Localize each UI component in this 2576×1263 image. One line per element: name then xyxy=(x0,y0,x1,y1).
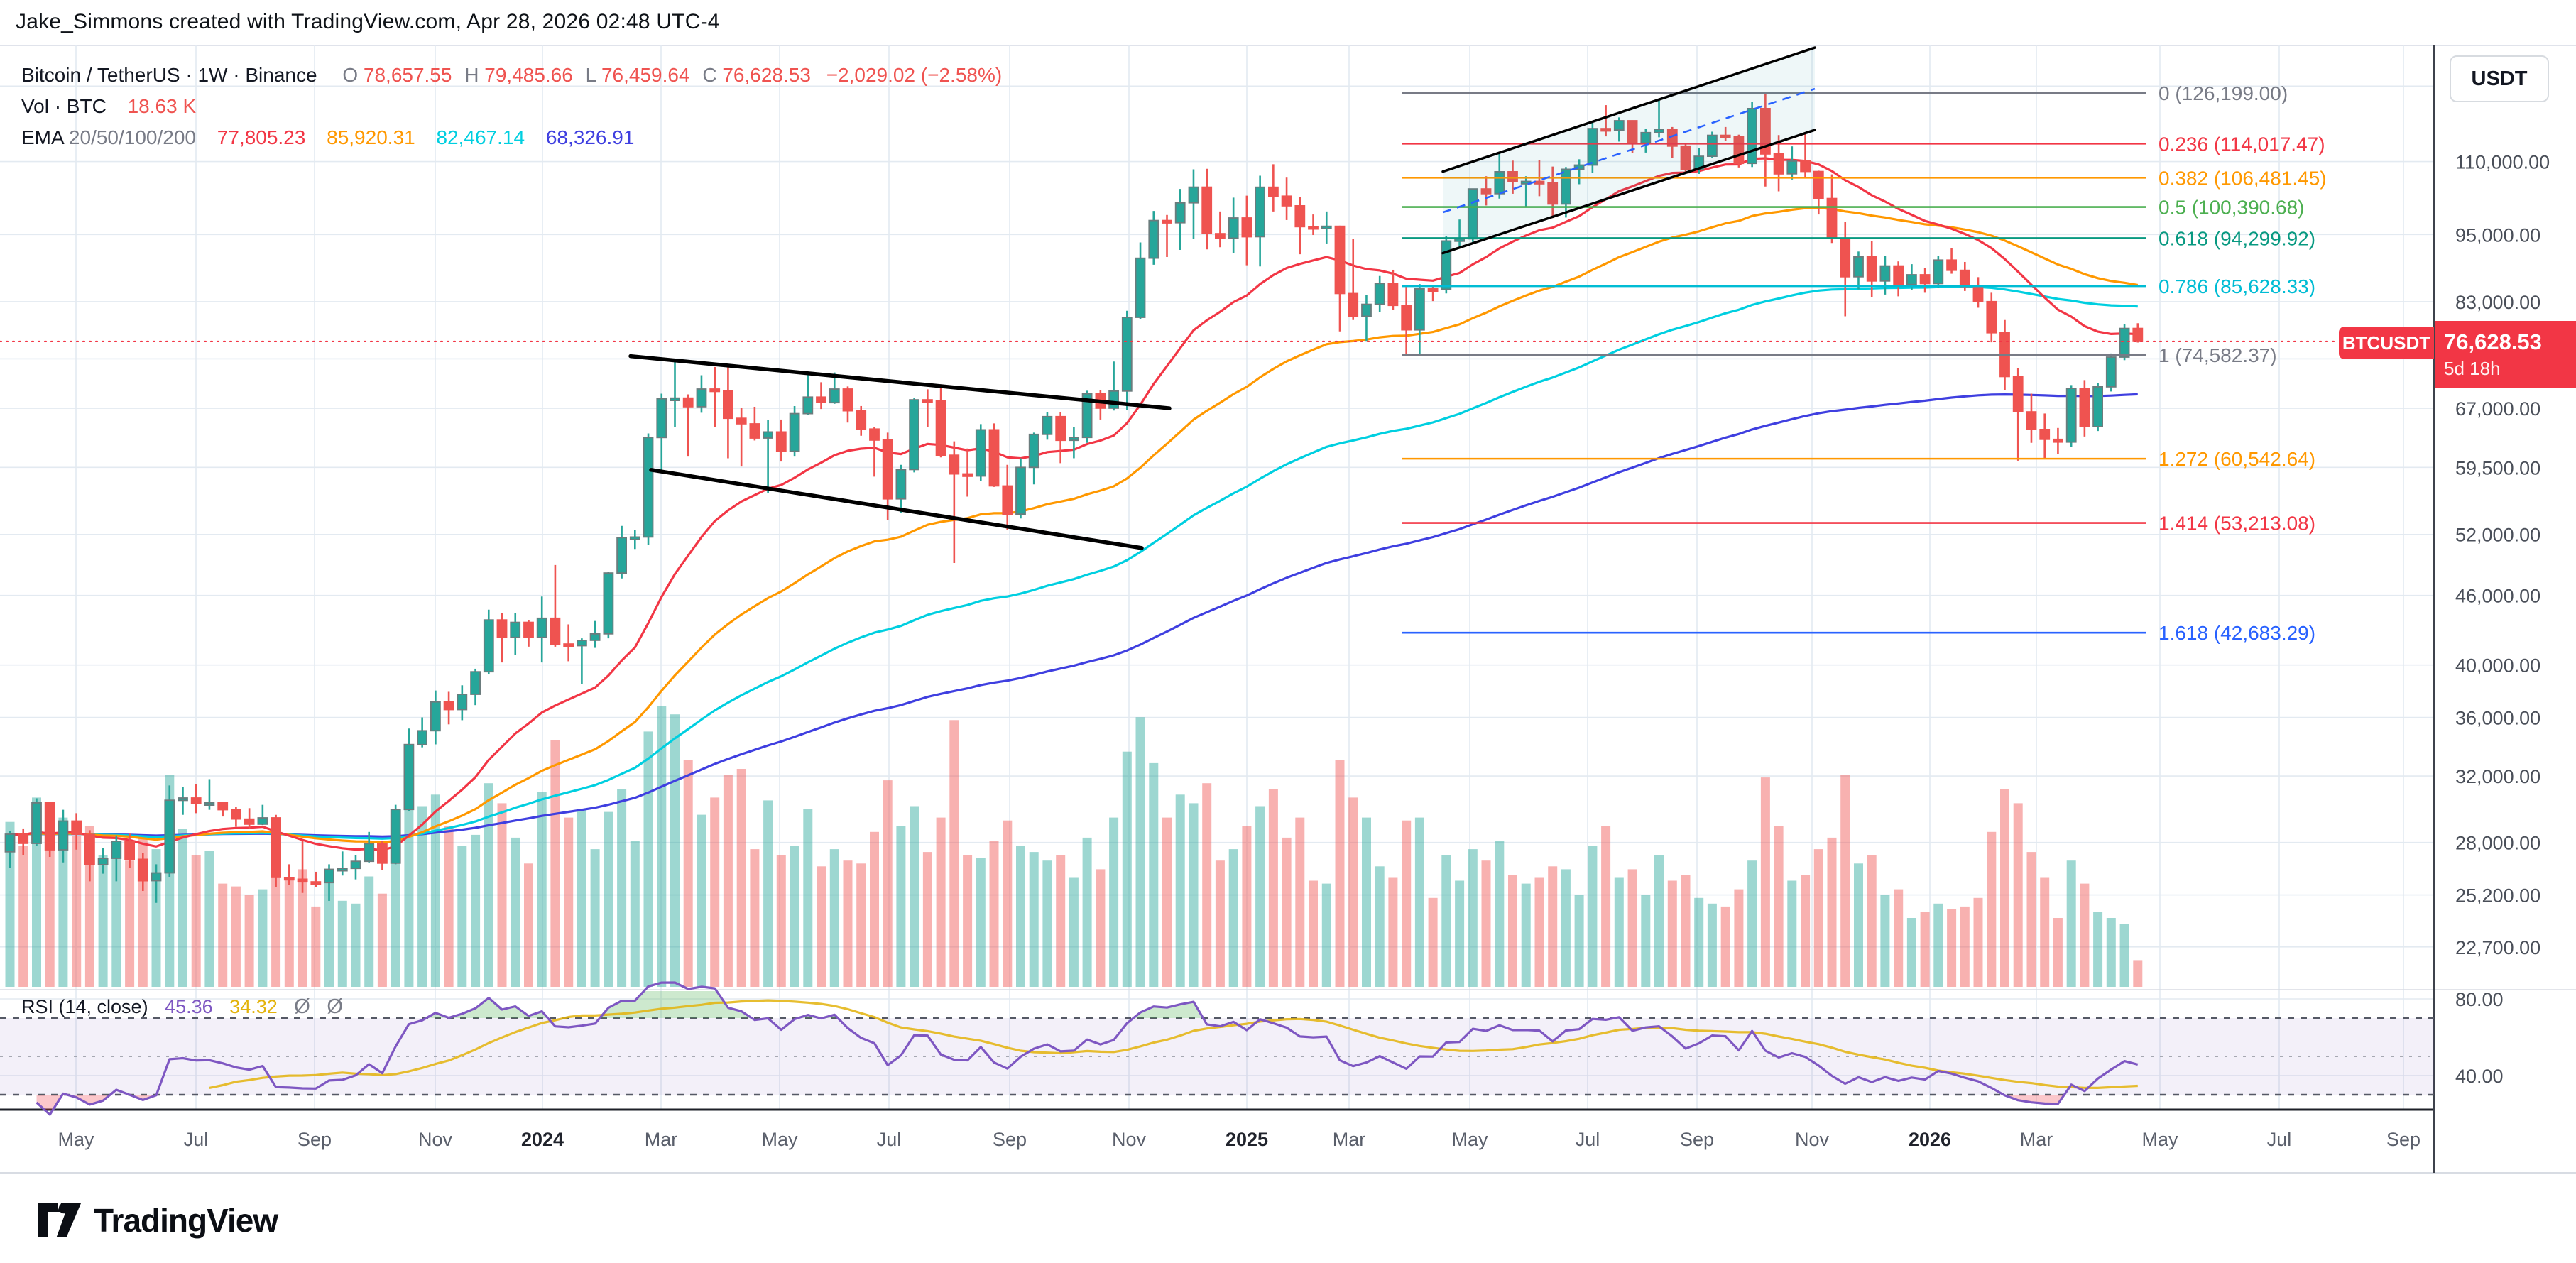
ema-label: EMA xyxy=(21,126,64,148)
ohlc-low-value: 76,459.64 xyxy=(601,64,690,86)
svg-text:0 (126,199.00): 0 (126,199.00) xyxy=(2159,82,2288,104)
symbol-price-label: BTCUSDT xyxy=(2339,327,2434,359)
svg-text:Sep: Sep xyxy=(2386,1129,2421,1150)
rsi-label: RSI (14, close) xyxy=(21,996,148,1017)
svg-text:Mar: Mar xyxy=(645,1129,678,1150)
svg-text:83,000.00: 83,000.00 xyxy=(2455,292,2540,313)
svg-text:0.618 (94,299.92): 0.618 (94,299.92) xyxy=(2159,227,2315,249)
svg-text:Mar: Mar xyxy=(1333,1129,1366,1150)
ema50-value: 85,920.31 xyxy=(327,126,415,148)
ohlc-open-label: O xyxy=(342,64,359,86)
ema100-value: 82,467.14 xyxy=(436,126,525,148)
svg-text:Sep: Sep xyxy=(993,1129,1027,1150)
header-attribution: Jake_Simmons created with TradingView.co… xyxy=(16,10,720,33)
svg-text:0.382 (106,481.45): 0.382 (106,481.45) xyxy=(2159,167,2327,189)
rsi-ma-value: 34.32 xyxy=(229,996,278,1017)
legend-ema-row[interactable]: EMA 20/50/100/200 77,805.23 85,920.31 82… xyxy=(21,122,1002,153)
legend-volume-row[interactable]: Vol · BTC 18.63 K xyxy=(21,91,1002,122)
volume-label: Vol · BTC xyxy=(21,95,107,117)
svg-text:May: May xyxy=(761,1129,798,1150)
ohlc-low-label: L xyxy=(585,64,596,86)
svg-text:Jul: Jul xyxy=(877,1129,902,1150)
svg-text:80.00: 80.00 xyxy=(2455,989,2504,1010)
svg-text:67,000.00: 67,000.00 xyxy=(2455,398,2540,420)
svg-text:0.786 (85,628.33): 0.786 (85,628.33) xyxy=(2159,275,2315,297)
ema20-value: 77,805.23 xyxy=(217,126,306,148)
last-price-box: 76,628.53 5d 18h xyxy=(2435,321,2576,388)
svg-text:Nov: Nov xyxy=(1112,1129,1147,1150)
svg-text:1.414 (53,213.08): 1.414 (53,213.08) xyxy=(2159,513,2315,535)
svg-text:May: May xyxy=(1451,1129,1488,1150)
tradingview-logo-icon xyxy=(38,1203,81,1237)
svg-text:0.236 (114,017.47): 0.236 (114,017.47) xyxy=(2159,133,2325,155)
last-price-value: 76,628.53 xyxy=(2444,329,2542,354)
svg-text:Nov: Nov xyxy=(1795,1129,1830,1150)
svg-text:2026: 2026 xyxy=(1909,1129,1951,1150)
svg-text:Sep: Sep xyxy=(1680,1129,1714,1150)
ema-params: 20/50/100/200 xyxy=(68,126,196,148)
svg-text:May: May xyxy=(58,1129,94,1150)
change-value: −2,029.02 (−2.58%) xyxy=(826,64,1003,86)
volume-value: 18.63 K xyxy=(127,95,197,117)
svg-text:Nov: Nov xyxy=(418,1129,453,1150)
ohlc-close-label: C xyxy=(702,64,717,86)
svg-text:110,000.00: 110,000.00 xyxy=(2455,152,2550,173)
chart-legend: Bitcoin / TetherUS · 1W · Binance O 78,6… xyxy=(21,60,1002,153)
ohlc-high-value: 79,485.66 xyxy=(484,64,573,86)
svg-text:40.00: 40.00 xyxy=(2455,1066,2504,1087)
svg-text:Jul: Jul xyxy=(184,1129,209,1150)
svg-text:Jul: Jul xyxy=(1576,1129,1600,1150)
svg-text:Sep: Sep xyxy=(298,1129,332,1150)
rsi-value: 45.36 xyxy=(165,996,213,1017)
svg-text:1.618 (42,683.29): 1.618 (42,683.29) xyxy=(2159,622,2315,644)
ohlc-high-label: H xyxy=(464,64,479,86)
svg-text:2024: 2024 xyxy=(521,1129,564,1150)
legend-symbol-row[interactable]: Bitcoin / TetherUS · 1W · Binance O 78,6… xyxy=(21,60,1002,91)
tradingview-wordmark: TradingView xyxy=(94,1202,278,1239)
ohlc-close-value: 76,628.53 xyxy=(722,64,811,86)
rsi-empty-icon: Ø xyxy=(327,995,343,1018)
tradingview-logo[interactable]: TradingView xyxy=(37,1201,278,1240)
bar-countdown: 5d 18h xyxy=(2444,357,2501,379)
svg-text:2025: 2025 xyxy=(1226,1129,1268,1150)
svg-text:Mar: Mar xyxy=(2020,1129,2053,1150)
svg-text:32,000.00: 32,000.00 xyxy=(2455,766,2540,787)
svg-text:46,000.00: 46,000.00 xyxy=(2455,586,2540,607)
svg-text:0.5 (100,390.68): 0.5 (100,390.68) xyxy=(2159,197,2305,219)
svg-text:25,200.00: 25,200.00 xyxy=(2455,885,2540,907)
symbol-title: Bitcoin / TetherUS · 1W · Binance xyxy=(21,64,317,86)
svg-text:28,000.00: 28,000.00 xyxy=(2455,833,2540,854)
rsi-legend-row[interactable]: RSI (14, close) 45.36 34.32 Ø Ø xyxy=(21,995,354,1019)
ohlc-open-value: 78,657.55 xyxy=(363,64,452,86)
currency-badge[interactable]: USDT xyxy=(2450,55,2549,102)
ema200-value: 68,326.91 xyxy=(545,126,635,148)
svg-text:1 (74,582.37): 1 (74,582.37) xyxy=(2159,344,2277,366)
svg-text:52,000.00: 52,000.00 xyxy=(2455,525,2540,546)
svg-text:95,000.00: 95,000.00 xyxy=(2455,224,2540,246)
svg-text:22,700.00: 22,700.00 xyxy=(2455,937,2540,958)
svg-text:59,500.00: 59,500.00 xyxy=(2455,457,2540,479)
rsi-empty-icon: Ø xyxy=(294,995,310,1018)
svg-text:40,000.00: 40,000.00 xyxy=(2455,655,2540,677)
svg-text:Jul: Jul xyxy=(2267,1129,2292,1150)
svg-text:1.272 (60,542.64): 1.272 (60,542.64) xyxy=(2159,448,2315,470)
svg-text:36,000.00: 36,000.00 xyxy=(2455,708,2540,729)
svg-text:May: May xyxy=(2141,1129,2178,1150)
